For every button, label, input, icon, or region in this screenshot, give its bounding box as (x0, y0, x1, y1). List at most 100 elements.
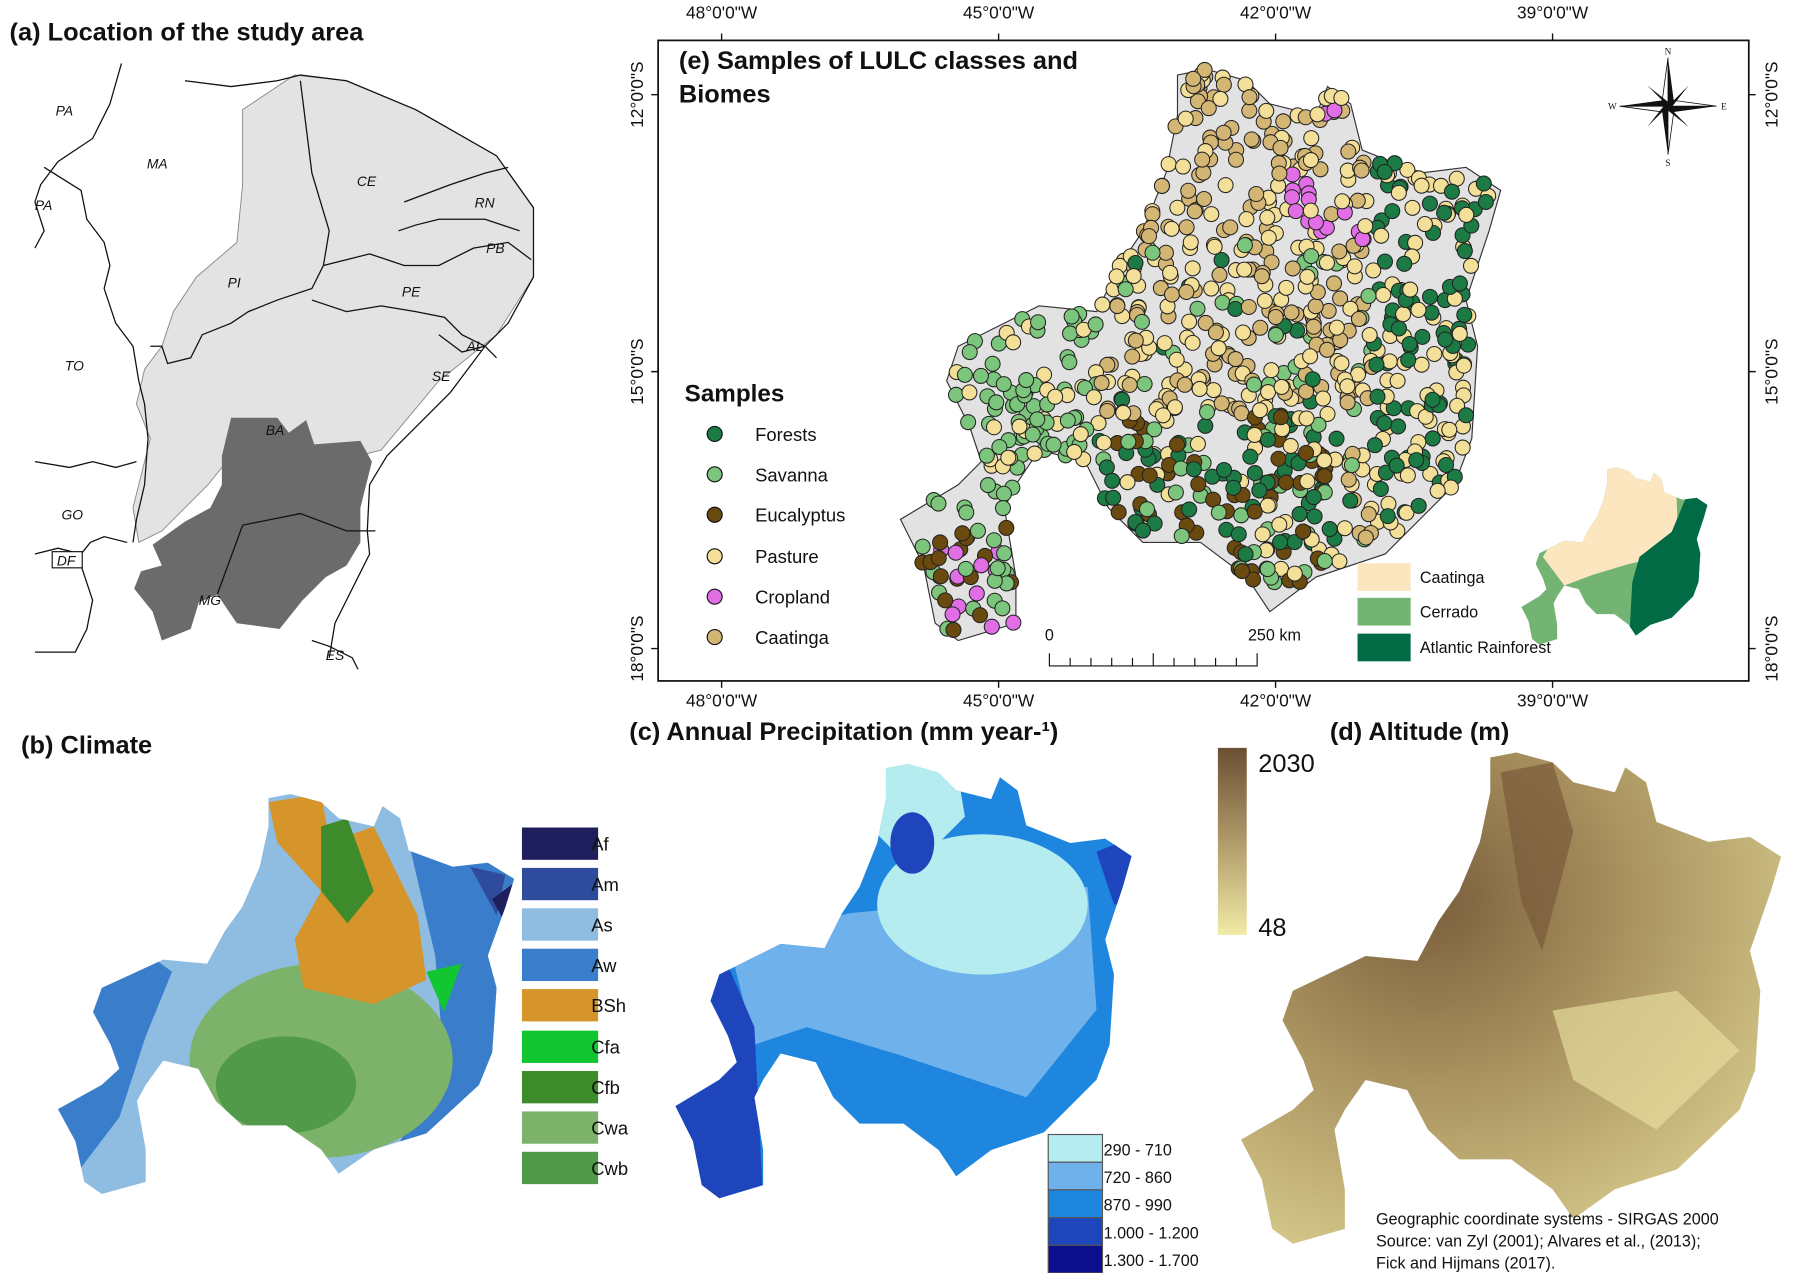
sample-point-pasture (1236, 261, 1253, 278)
sample-point-pasture (1342, 300, 1359, 317)
sample-point-pasture (1259, 497, 1276, 514)
lon-tick-bottom: 48°0'0"W (686, 690, 758, 710)
legend-item-forests: Forests (706, 424, 817, 445)
sample-point-forests (1098, 459, 1115, 476)
sample-point-caatinga (1325, 275, 1343, 292)
sample-point-forests (1366, 437, 1383, 454)
sample-point-eucalyptus (1270, 450, 1287, 467)
sample-point-savanna (972, 367, 989, 384)
sample-point-savanna (979, 477, 997, 494)
sample-point-forests (1304, 371, 1321, 388)
sample-point-eucalyptus (1245, 571, 1262, 588)
sample-point-savanna (958, 504, 975, 521)
sample-point-savanna (996, 545, 1013, 562)
lat-tick-left: 15°0'0"S (627, 338, 647, 404)
sample-point-pasture (1210, 340, 1227, 357)
sample-point-caatinga (1357, 529, 1374, 546)
sample-point-forests (1436, 204, 1453, 221)
sample-point-pasture (1441, 421, 1458, 438)
sample-point-caatinga (1213, 395, 1230, 412)
sample-point-caatinga (1176, 376, 1193, 393)
sample-point-caatinga (1124, 348, 1141, 365)
legend-label: Eucalyptus (755, 505, 845, 526)
sample-point-caatinga (1211, 266, 1228, 283)
legend-label: Caatinga (755, 627, 830, 648)
sample-point-caatinga (1222, 219, 1239, 236)
sample-point-caatinga (1350, 310, 1367, 328)
sample-point-pasture (1238, 211, 1255, 228)
sample-point-caatinga (1093, 374, 1110, 391)
sample-point-eucalyptus (1190, 476, 1207, 493)
sample-point-pasture (1442, 479, 1459, 496)
sample-point-savanna (1045, 436, 1062, 453)
sample-point-pasture (1162, 264, 1179, 281)
scale-bar: 0 250 km (1045, 627, 1301, 667)
footnote-line3: Fick and Hijmans (2017). (1376, 1254, 1555, 1272)
sample-point-pasture (1166, 399, 1183, 416)
sample-point-forests (1443, 183, 1460, 200)
sample-point-pasture (1298, 410, 1315, 427)
sample-point-caatinga (1196, 61, 1213, 78)
panel-d-title: (d) Altitude (m) (1330, 718, 1509, 746)
sample-point-forests (1408, 452, 1425, 469)
sample-point-pasture (1005, 334, 1022, 351)
sample-point-savanna (1173, 527, 1190, 544)
sample-point-caatinga (1163, 286, 1180, 303)
sample-point-eucalyptus (1246, 503, 1263, 520)
sample-point-caatinga (1253, 268, 1270, 285)
compass-w: W (1608, 102, 1617, 112)
sample-point-eucalyptus (1277, 474, 1294, 491)
lon-tick-top: 39°0'0"W (1517, 2, 1589, 22)
state-label-mg: MG (199, 592, 222, 608)
sample-point-cropland (983, 618, 1000, 635)
sample-point-savanna (1018, 372, 1035, 389)
panel-e-samples-map: 48°0'0"W 45°0'0"W 42°0'0"W 39°0'0"W 48°0… (627, 2, 1782, 710)
sample-point-eucalyptus (1316, 468, 1333, 485)
panel-d-altitude-map: (d) Altitude (m) 2030 48 Geographic coor… (1217, 718, 1782, 1272)
climate-swatch-cwb (521, 1151, 599, 1185)
sample-point-savanna (995, 376, 1012, 393)
sample-point-cropland (944, 606, 961, 623)
precip-swatch (1047, 1217, 1104, 1246)
sample-point-pasture (1413, 356, 1430, 373)
sample-point-caatinga (1360, 506, 1377, 523)
sample-point-caatinga (1272, 139, 1289, 156)
legend-item-pasture: Pasture (706, 546, 819, 567)
panel-e-title: (e) Samples of LULC classes and (679, 47, 1078, 75)
sample-point-caatinga (1243, 131, 1260, 148)
panel-e-title-line2: Biomes (679, 81, 771, 109)
sample-point-pasture (1203, 280, 1220, 297)
sample-point-pasture (1066, 443, 1083, 460)
sample-point-forests (1251, 482, 1268, 499)
latitude-ticks: 12°0'0"S 15°0'0"S 18°0'0"S 12°0'0"S 15°0… (627, 61, 1782, 681)
sample-point-savanna (1245, 376, 1263, 393)
sample-point-pasture (1404, 199, 1421, 216)
sample-point-savanna (1136, 375, 1153, 392)
climate-swatch-bsh (521, 989, 599, 1022)
sample-point-savanna (1144, 244, 1161, 261)
precip-swatch (1047, 1189, 1104, 1219)
sample-point-forests (1369, 388, 1386, 405)
footnote-line2: Source: van Zyl (2001); Alvares et al., … (1376, 1232, 1701, 1250)
sample-point-pasture (1299, 473, 1316, 490)
sample-point-savanna (1133, 313, 1150, 330)
sample-point-forests (1396, 255, 1413, 272)
sample-point-caatinga (1215, 124, 1232, 141)
sample-point-eucalyptus (998, 519, 1015, 536)
footnote-line1: Geographic coordinate systems - SIRGAS 2… (1376, 1211, 1719, 1229)
sample-point-forests (1259, 431, 1276, 448)
sample-point-savanna (1061, 354, 1078, 371)
sample-point-forests (1146, 515, 1163, 532)
sample-point-forests (1451, 275, 1468, 292)
sample-point-pasture (1259, 209, 1276, 226)
lat-tick-left: 12°0'0"S (627, 61, 647, 127)
sample-point-eucalyptus (937, 592, 954, 609)
sample-point-pasture (1318, 254, 1335, 271)
sample-point-forests (1215, 461, 1233, 478)
sample-point-caatinga (1215, 76, 1232, 93)
sample-point-caatinga (1331, 243, 1348, 260)
sample-point-pasture (1125, 268, 1142, 285)
sample-point-pasture (1212, 90, 1229, 107)
sample-point-caatinga (1227, 151, 1245, 168)
sample-point-caatinga (1267, 309, 1284, 326)
